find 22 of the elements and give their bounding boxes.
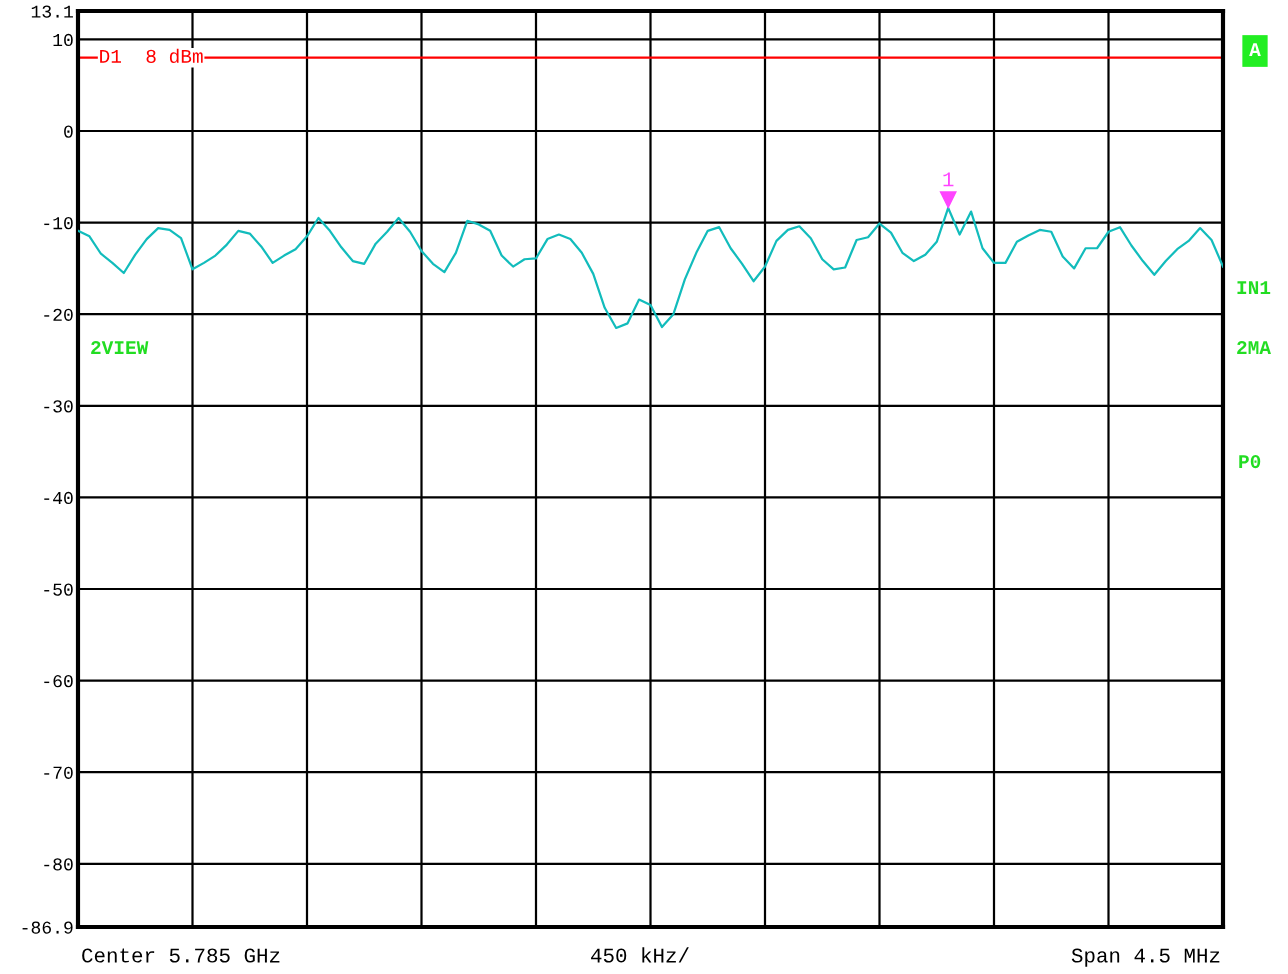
text: 2MA [1237, 341, 1272, 355]
y-tick-label: -30 [44, 400, 73, 413]
y-tick-label: -86.9 [22, 921, 73, 934]
text: 450 kHz/ [591, 947, 689, 963]
text: A [1249, 43, 1261, 57]
annotation: 1 [943, 172, 954, 187]
y-tick-label: -60 [44, 675, 73, 688]
text: P0 [1239, 455, 1261, 469]
text: Span 4.5 MHz [1071, 948, 1220, 967]
y-tick-label: -80 [44, 858, 73, 871]
text: Center 5.785 GHz [82, 948, 280, 963]
y-tick-label: 13.1 [31, 5, 73, 18]
y-tick-label: -70 [44, 766, 73, 779]
y-tick-label: 0 [64, 125, 73, 138]
y-tick-label: 10 [53, 33, 73, 47]
y-tick-label: -50 [44, 583, 73, 596]
text: IN1 [1237, 281, 1271, 295]
y-tick-label: -10 [44, 217, 73, 230]
ref-line-label: D1 8 dBm [100, 48, 203, 63]
y-tick-label: -40 [44, 491, 73, 505]
y-tick-label: -20 [44, 308, 73, 321]
annotation: 2VIEW [91, 341, 149, 355]
